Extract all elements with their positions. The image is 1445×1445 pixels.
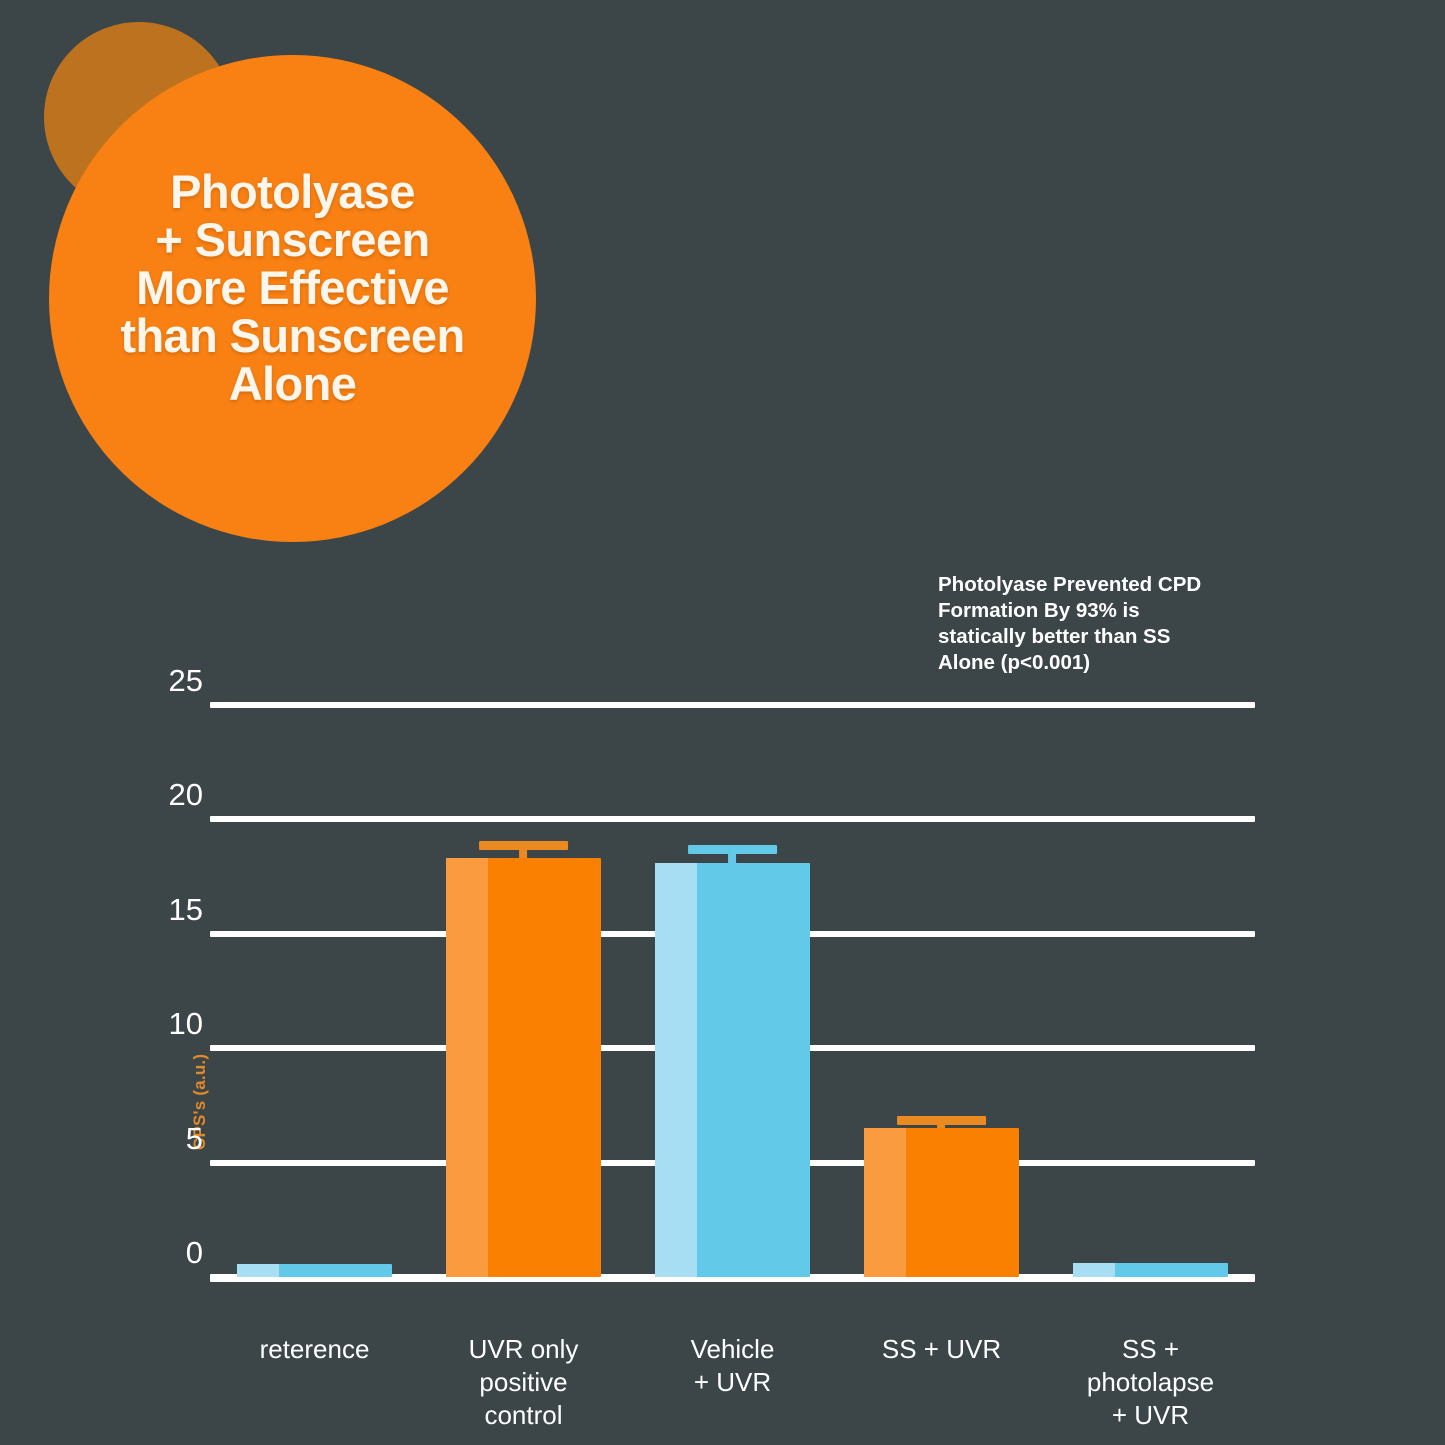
bar[interactable] — [1073, 1263, 1228, 1277]
bar-chart: CPS's (a.u.) 0 5 10 15 20 25 reterence UVR only… — [169, 660, 1280, 1430]
error-bar — [687, 844, 778, 863]
badge-circle — [49, 55, 536, 542]
bar-group[interactable] — [655, 705, 810, 1277]
error-bar-stem — [728, 844, 737, 863]
x-tick-label: SS + photolapse + UVR — [1086, 1334, 1215, 1430]
y-tick-label: 15 — [168, 891, 203, 927]
x-tick-label: SS + UVR — [881, 1334, 1002, 1364]
gridline — [210, 702, 1255, 708]
plot-area: 0 5 10 15 20 25 reterence UVR only positive con… — [169, 665, 1255, 1430]
error-bar-stem — [937, 1115, 946, 1129]
bar-group[interactable] — [1073, 705, 1228, 1277]
y-tick-label: 20 — [168, 777, 203, 813]
x-axis-baseline — [210, 1274, 1255, 1282]
bar[interactable] — [237, 1264, 392, 1277]
headline-badge: Photolyase + Sunscreen More Effective th… — [0, 0, 600, 560]
error-bar — [896, 1115, 987, 1129]
bar-highlight — [655, 862, 697, 1277]
x-tick-label: Vehicle + UVR — [690, 1334, 775, 1397]
bar-group[interactable] — [864, 705, 1019, 1277]
bar-highlight — [446, 858, 488, 1277]
x-tick-label: reterence — [259, 1334, 370, 1364]
bar-group[interactable] — [237, 705, 392, 1277]
bar-highlight — [864, 1128, 906, 1277]
badge-title: Photolyase + Sunscreen More Effective th… — [120, 165, 465, 410]
error-bar — [478, 841, 569, 859]
error-bar-stem — [519, 841, 528, 859]
bar[interactable] — [446, 858, 601, 1277]
gridline — [210, 816, 1255, 823]
bar-highlight — [237, 1264, 279, 1277]
bar-highlight — [1073, 1263, 1115, 1277]
y-tick-label: 5 — [185, 1120, 203, 1156]
bar[interactable] — [655, 862, 810, 1277]
bar[interactable] — [864, 1128, 1019, 1277]
chart-annotation: Photolyase Prevented CPD Formation By 93… — [938, 573, 1202, 674]
y-tick-label: 0 — [185, 1235, 203, 1270]
y-tick-label: 25 — [168, 663, 203, 698]
y-tick-label: 10 — [168, 1006, 203, 1042]
bar-group[interactable] — [446, 705, 601, 1277]
x-tick-label: UVR only positive control — [468, 1334, 579, 1430]
